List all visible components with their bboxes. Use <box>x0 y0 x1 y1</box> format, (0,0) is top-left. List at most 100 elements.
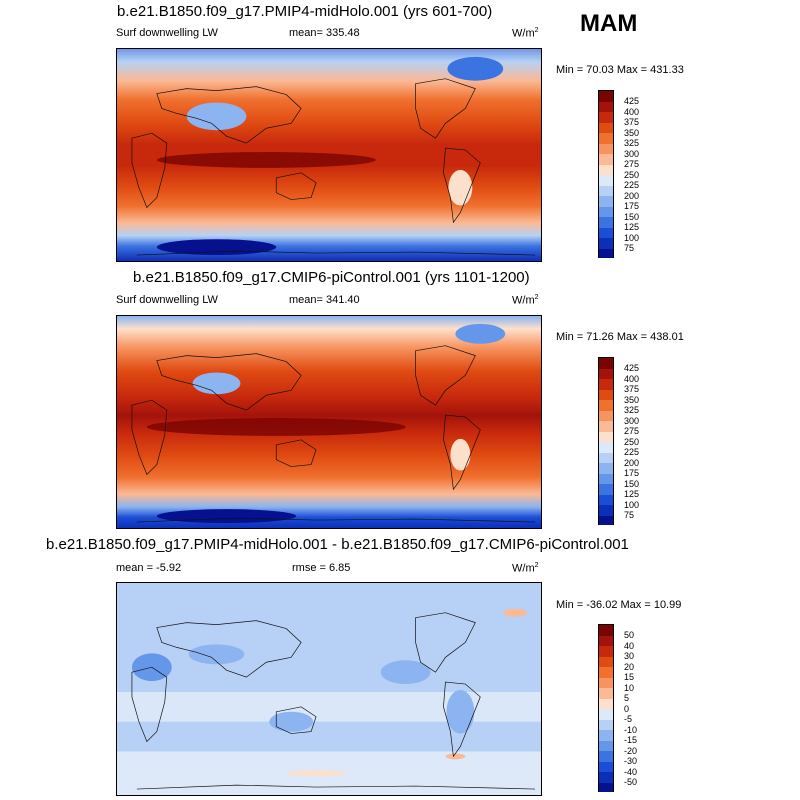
panel2-colorbar-swatch <box>599 389 613 400</box>
panel1-colorbar-swatch <box>599 143 613 154</box>
panel1-colorbar <box>598 90 614 258</box>
panel1-colorbar-swatch <box>599 238 613 249</box>
panel3-rmse-label: rmse = 6.85 <box>292 562 351 574</box>
panel2-minmax: Min = 71.26 Max = 438.01 <box>556 331 684 343</box>
panel3-colorbar-swatch <box>599 761 613 772</box>
panel1-colorbar-swatch <box>599 227 613 238</box>
panel1-colorbar-label: 350 <box>624 127 640 138</box>
panel1-colorbar-swatch <box>599 133 613 144</box>
panel2-colorbar-label: 300 <box>624 415 640 426</box>
panel2-colorbar-swatch <box>599 505 613 516</box>
panel1-colorbar-swatch <box>599 206 613 217</box>
panel1-variable-label: Surf downwelling LW <box>116 27 218 39</box>
panel2-colorbar-swatch <box>599 368 613 379</box>
panel3-colorbar-swatch <box>599 740 613 751</box>
panel2-colorbar-swatch <box>599 515 613 525</box>
panel2-colorbar-label: 250 <box>624 436 640 447</box>
panel2-colorbar-label: 325 <box>624 405 640 415</box>
panel3-colorbar-swatch <box>599 625 613 636</box>
panel3-colorbar-label: -15 <box>624 735 638 745</box>
panel2-colorbar-label: 175 <box>624 468 640 478</box>
panel1-colorbar-label: 425 <box>624 96 640 106</box>
panel3-units: W/m2 <box>512 562 539 575</box>
panel1-colorbar-swatch <box>599 164 613 175</box>
panel3-colorbar-swatch <box>599 782 613 792</box>
panel3-colorbar-label: 5 <box>624 693 630 703</box>
panel3-colorbar-swatch <box>599 772 613 783</box>
panel3-colorbar-swatch <box>599 635 613 646</box>
panel3-title: b.e21.B1850.f09_g17.PMIP4-midHolo.001 - … <box>46 536 629 553</box>
panel2-colorbar-swatch <box>599 494 613 505</box>
season-label: MAM <box>580 10 638 37</box>
panel1-colorbar-label: 75 <box>624 243 635 253</box>
panel1-colorbar-label: 300 <box>624 148 640 159</box>
panel3-colorbar-label: -50 <box>624 777 638 787</box>
panel3-colorbar-swatch <box>599 667 613 678</box>
panel2-colorbar <box>598 357 614 525</box>
panel3-colorbar-label: -20 <box>624 745 638 756</box>
panel2-colorbar-label: 75 <box>624 510 635 520</box>
panel1-colorbar-label: 225 <box>624 180 640 190</box>
panel1-units: W/m2 <box>512 27 539 40</box>
panel2-units: W/m2 <box>512 294 539 307</box>
panel1-title: b.e21.B1850.f09_g17.PMIP4-midHolo.001 (y… <box>117 3 493 20</box>
panel3-colorbar-label: 40 <box>624 640 635 651</box>
panel2-colorbar-label: 225 <box>624 447 640 457</box>
panel3-colorbar-swatch <box>599 677 613 688</box>
panel2-mean-label: mean= 341.40 <box>289 294 360 306</box>
panel2-colorbar-swatch <box>599 473 613 484</box>
panel2-colorbar-label: 275 <box>624 426 640 436</box>
panel3-colorbar-label: 50 <box>624 630 635 640</box>
panel3-colorbar-label: 15 <box>624 672 635 682</box>
panel1-colorbar-swatch <box>599 112 613 123</box>
panel3-map <box>116 582 542 796</box>
panel1-colorbar-swatch <box>599 91 613 102</box>
panel1-colorbar-swatch <box>599 185 613 196</box>
panel3-colorbar-label: -40 <box>624 766 638 777</box>
panel3-colorbar-label: 20 <box>624 661 635 672</box>
panel1-colorbar-label: 125 <box>624 222 640 232</box>
panel1-colorbar-swatch <box>599 154 613 165</box>
panel1-colorbar-swatch <box>599 175 613 186</box>
panel2-map <box>116 315 542 529</box>
panel2-colorbar-swatch <box>599 379 613 390</box>
panel1-colorbar-label: 325 <box>624 138 640 148</box>
panel2-colorbar-label: 375 <box>624 384 640 394</box>
panel2-colorbar-label: 200 <box>624 457 640 468</box>
panel1-colorbar-swatch <box>599 122 613 133</box>
panel1-colorbar-label: 175 <box>624 201 640 211</box>
panel2-colorbar-swatch <box>599 484 613 495</box>
panel1-mean-label: mean= 335.48 <box>289 27 360 39</box>
panel2-colorbar-label: 150 <box>624 478 640 489</box>
panel3-colorbar-label: 10 <box>624 682 635 693</box>
panel1-colorbar-label: 150 <box>624 211 640 222</box>
panel3-colorbar-swatch <box>599 698 613 709</box>
panel2-variable-label: Surf downwelling LW <box>116 294 218 306</box>
panel3-minmax: Min = -36.02 Max = 10.99 <box>556 599 682 611</box>
panel3-colorbar-label: -10 <box>624 724 638 735</box>
panel3-colorbar-label: -5 <box>624 714 633 724</box>
panel2-colorbar-label: 400 <box>624 373 640 384</box>
panel2-colorbar-swatch <box>599 442 613 453</box>
panel3-colorbar-swatch <box>599 730 613 741</box>
panel1-colorbar-label: 250 <box>624 169 640 180</box>
panel2-colorbar-label: 425 <box>624 363 640 373</box>
panel2-title: b.e21.B1850.f09_g17.CMIP6-piControl.001 … <box>133 269 530 286</box>
panel3-colorbar-swatch <box>599 656 613 667</box>
panel2-map-field <box>117 316 541 528</box>
panel3-colorbar-label: -30 <box>624 756 638 766</box>
panel2-colorbar-swatch <box>599 410 613 421</box>
panel1-colorbar-swatch <box>599 101 613 112</box>
panel1-colorbar-label: 400 <box>624 106 640 117</box>
panel3-colorbar-label: 0 <box>624 703 630 714</box>
panel3-colorbar-swatch <box>599 709 613 720</box>
panel3-colorbar-swatch <box>599 719 613 730</box>
panel3-colorbar-label: 30 <box>624 651 635 661</box>
panel2-colorbar-swatch <box>599 400 613 411</box>
panel1-colorbar-label: 100 <box>624 232 640 243</box>
panel3-colorbar-swatch <box>599 751 613 762</box>
panel2-colorbar-swatch <box>599 421 613 432</box>
panel2-colorbar-swatch <box>599 431 613 442</box>
panel1-colorbar-swatch <box>599 248 613 258</box>
panel1-colorbar-swatch <box>599 217 613 228</box>
